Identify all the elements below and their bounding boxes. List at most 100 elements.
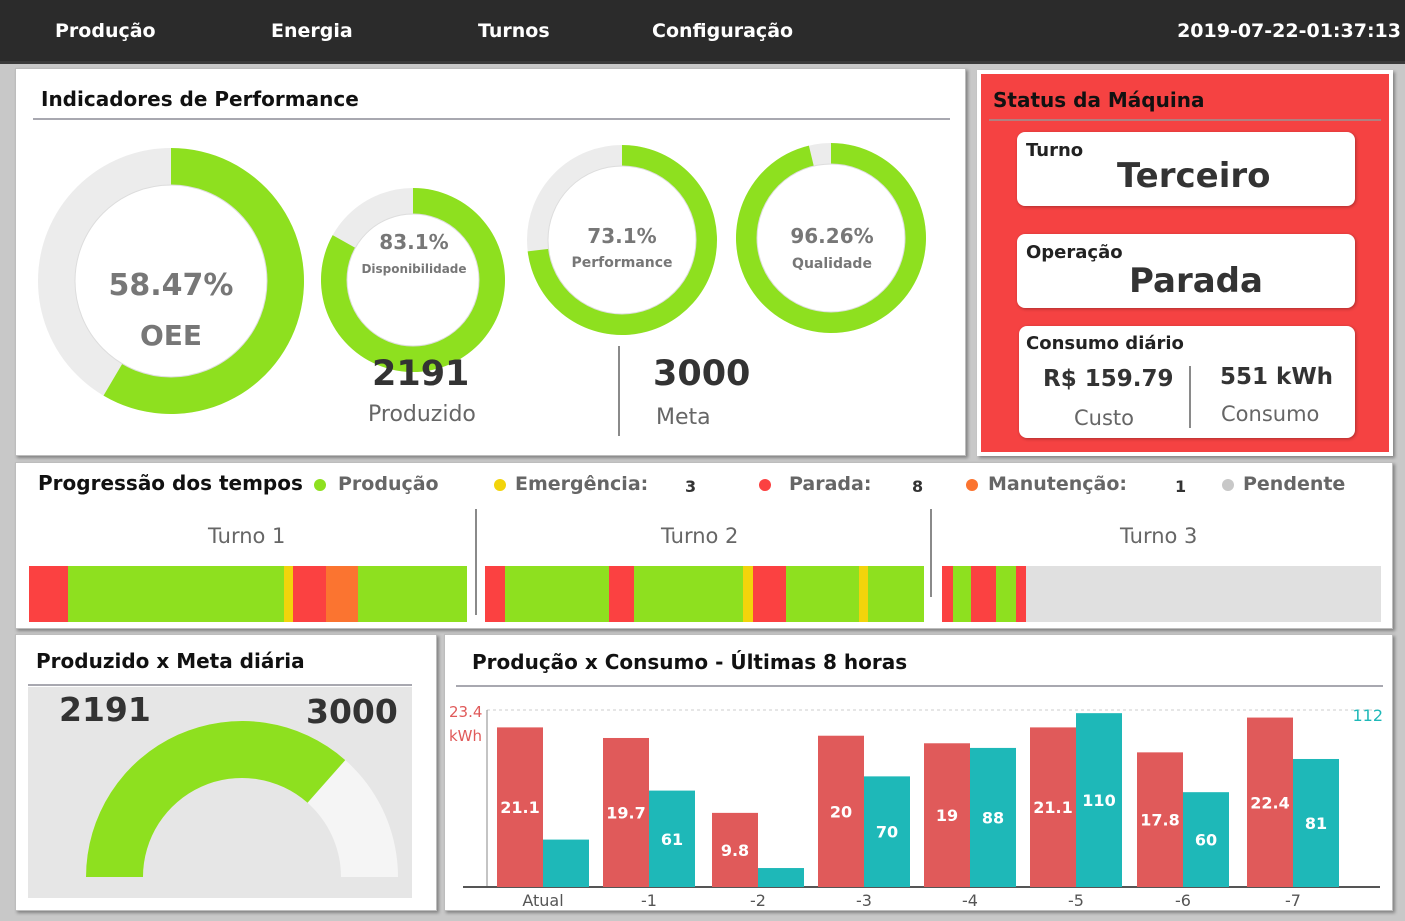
timeline-segment-green <box>995 566 1017 622</box>
performance-gauges: 58.47% OEE 83.1% Disponibilidade 73.1% P… <box>38 143 926 414</box>
turno-1-label: Turno 1 <box>208 524 286 548</box>
bar-production <box>543 839 589 887</box>
timeline-segment-yellow <box>284 566 294 622</box>
produced-count: 2191 <box>372 354 470 394</box>
disponibilidade-label: Disponibilidade <box>361 262 466 276</box>
timeline-segment-red <box>29 566 69 622</box>
bar-production-label: 60 <box>1195 831 1217 850</box>
legend-producao: Produção <box>338 473 439 495</box>
ring-center <box>547 165 697 315</box>
energia-label: Consumo <box>1221 402 1320 426</box>
bar-production <box>649 790 695 887</box>
production-consumption-panel: Produção x Consumo - Últimas 8 horas 23.… <box>444 634 1393 911</box>
bar-production-label: 110 <box>1082 791 1115 810</box>
nav-energia[interactable]: Energia <box>271 20 353 42</box>
daily-goal-title: Produzido x Meta diária <box>36 649 305 673</box>
performance-ring <box>527 145 718 335</box>
title-divider <box>33 118 950 120</box>
daily-goal-gauge <box>86 721 398 877</box>
timeline-segment-orange <box>325 566 359 622</box>
bar-production-label: 70 <box>876 823 898 842</box>
oee-value: 58.47% <box>109 268 234 303</box>
ring-center <box>756 163 906 313</box>
turno-label: Turno <box>1026 140 1084 161</box>
legend-emergencia: Emergência: <box>515 473 649 495</box>
progress-title: Progressão dos tempos <box>38 471 303 495</box>
bar-consumption <box>712 812 758 887</box>
bar-consumption <box>1247 717 1293 887</box>
timeline-segment-gray <box>1026 566 1382 622</box>
oee-label: OEE <box>140 319 202 352</box>
clock-timestamp: 2019-07-22-01:37:13 <box>1177 20 1401 42</box>
shift-divider-1 <box>475 509 477 615</box>
produced-label: Produzido <box>368 402 476 427</box>
bar-consumption-label: 17.8 <box>1140 811 1179 830</box>
qualidade-ring <box>735 143 926 333</box>
daily-produced: 2191 <box>59 690 151 729</box>
bar-consumption-label: 22.4 <box>1250 793 1289 812</box>
x-tick-label: -4 <box>962 891 978 910</box>
timeline-segment-green <box>952 566 972 622</box>
bar-production <box>864 776 910 887</box>
legend-dot-parada <box>759 479 771 491</box>
x-tick-label: -5 <box>1068 891 1084 910</box>
ring-center <box>74 184 268 378</box>
bar-production <box>1183 792 1229 887</box>
performance-value: 73.1% <box>587 224 656 248</box>
timeline-segment-red <box>942 566 954 622</box>
performance-panel: Indicadores de Performance 58.47% OEE 83… <box>15 68 966 456</box>
timeline-segment-yellow <box>743 566 754 622</box>
x-tick-label: -6 <box>1175 891 1191 910</box>
gauge-fill <box>86 721 346 877</box>
bar-production <box>1076 713 1122 887</box>
oee-ring <box>38 148 304 414</box>
legend-emergencia-count: 3 <box>685 477 697 496</box>
nav-turnos[interactable]: Turnos <box>478 20 550 42</box>
bar-consumption-label: 19.7 <box>606 803 645 822</box>
legend-manutencao: Manutenção: <box>988 473 1128 495</box>
nav-configuracao[interactable]: Configuração <box>652 20 794 42</box>
turno-card: Turno Terceiro <box>1017 132 1355 206</box>
title-divider <box>989 119 1381 121</box>
timeline-segment-green <box>786 566 860 622</box>
bar-consumption-label: 21.1 <box>500 798 539 817</box>
turno-1-timeline <box>29 566 468 622</box>
timeline-segment-yellow <box>859 566 869 622</box>
nav-producao[interactable]: Produção <box>55 20 156 42</box>
consumo-label: Consumo diário <box>1026 333 1184 354</box>
timeline-segment-green <box>505 566 610 622</box>
energia-value: 551 kWh <box>1220 364 1334 390</box>
title-divider <box>28 684 412 686</box>
bar-production-label: 88 <box>982 808 1004 827</box>
turno-3-timeline <box>942 566 1382 622</box>
legend-dot-manutencao <box>966 479 978 491</box>
left-axis-max: 23.4 <box>449 703 482 721</box>
timeline-segment-green <box>67 566 285 622</box>
x-tick-label: -3 <box>856 891 872 910</box>
operacao-card: Operação Parada <box>1017 234 1355 308</box>
disponibilidade-value: 83.1% <box>379 230 448 254</box>
bar-consumption <box>924 743 970 887</box>
timeline-segment-red <box>752 566 787 622</box>
bar-consumption-label: 9.8 <box>721 841 749 860</box>
right-axis-max: 112 <box>1352 706 1383 725</box>
timeline-segment-green <box>868 566 924 622</box>
legend-parada: Parada: <box>789 473 872 495</box>
timeline-segment-red <box>1015 566 1027 622</box>
bar-consumption-label: 19 <box>936 806 958 825</box>
performance-title: Indicadores de Performance <box>41 87 359 111</box>
custo-value: R$ 159.79 <box>1043 366 1174 392</box>
legend-dot-pendente <box>1222 479 1234 491</box>
bar-production <box>1293 758 1339 887</box>
goal-count: 3000 <box>653 354 751 394</box>
consumo-card: Consumo diário R$ 159.79 Custo 551 kWh C… <box>1019 326 1355 438</box>
qualidade-label: Qualidade <box>792 256 872 272</box>
bar-consumption <box>818 735 864 887</box>
bar-series: 21.1 Atual 19.7 61 -1 9.8 -2 20 70 -3 19 88 -4 21.1 11… <box>497 713 1339 910</box>
legend-manutencao-count: 1 <box>1175 477 1187 496</box>
bar-consumption <box>1137 752 1183 887</box>
bar-consumption <box>603 737 649 887</box>
top-nav-bar: Produção Energia Turnos Configuração 201… <box>0 0 1405 64</box>
time-progress-panel: Progressão dos tempos Produção Emergênci… <box>15 462 1393 629</box>
consumo-divider <box>1189 366 1191 428</box>
